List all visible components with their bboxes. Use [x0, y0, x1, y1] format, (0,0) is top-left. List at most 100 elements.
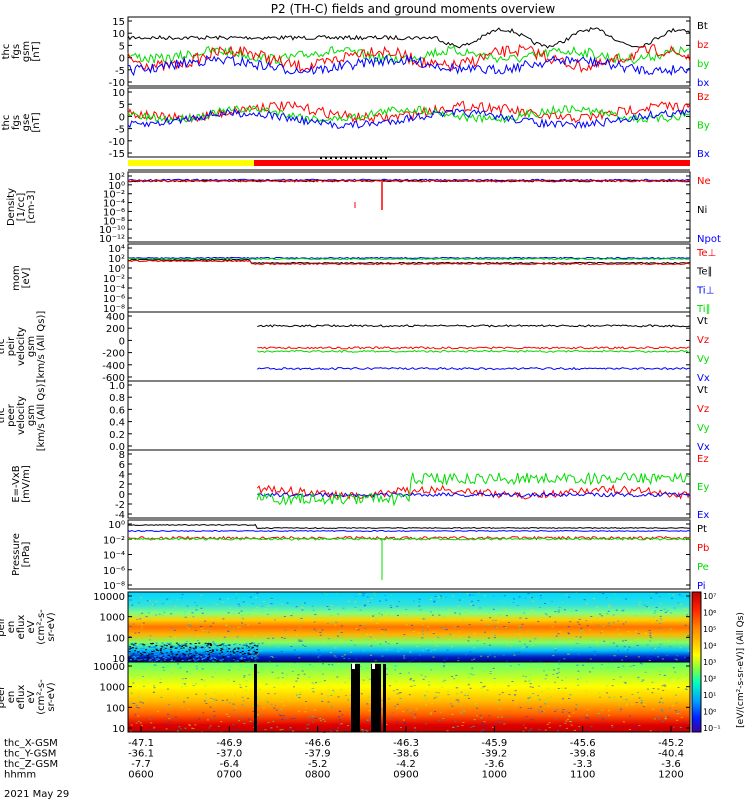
- spectrogram-pixel: [268, 660, 271, 662]
- spectrogram-pixel: [456, 725, 459, 727]
- spectrogram-pixel: [162, 657, 165, 659]
- spectrogram-pixel: [153, 660, 156, 662]
- spectrogram-pixel: [181, 686, 184, 688]
- spectrogram-pixel: [620, 708, 623, 710]
- spectrogram-pixel: [430, 596, 433, 598]
- spectrogram-pixel: [254, 635, 257, 637]
- spectrogram-pixel: [264, 608, 267, 610]
- spectrogram-pixel: [489, 673, 492, 675]
- y-tick-label: 10⁻¹⁰: [99, 225, 125, 236]
- spectrogram-pixel: [207, 631, 210, 633]
- spectrogram-pixel: [629, 605, 632, 607]
- spectrogram-pixel: [233, 649, 236, 651]
- spectrogram-pixel: [424, 618, 427, 620]
- spectrogram-pixel: [240, 664, 242, 665]
- spectrogram-pixel: [455, 654, 458, 656]
- spectrogram-pixel: [200, 594, 203, 596]
- orbit-value: 1200: [658, 770, 683, 781]
- spectrogram-pixel: [679, 726, 682, 728]
- spectrogram-pixel: [676, 677, 679, 679]
- spectrogram-pixel: [498, 708, 501, 710]
- spectrogram-pixel: [177, 649, 180, 651]
- spectrogram-pixel: [520, 627, 523, 629]
- spectrogram-pixel: [425, 723, 428, 725]
- spectrogram-pixel: [172, 659, 175, 661]
- spectrogram-pixel: [435, 645, 438, 647]
- spectrogram-pixel: [168, 655, 171, 657]
- spectrogram-pixel: [496, 639, 499, 641]
- spectrogram-pixel: [528, 679, 531, 681]
- spectrogram-pixel: [686, 614, 689, 616]
- spectrogram-pixel: [622, 665, 625, 667]
- spectrogram-pixel: [259, 672, 262, 674]
- spectrogram-pixel: [343, 657, 346, 659]
- y-tick-label: 200: [106, 324, 125, 335]
- spectrogram-pixel: [178, 656, 181, 658]
- spectrogram-pixel: [466, 593, 469, 595]
- spectrogram-pixel: [354, 611, 357, 613]
- spectrogram-pixel: [408, 685, 411, 687]
- spectrogram-pixel: [672, 594, 675, 596]
- spectrogram-pixel: [659, 688, 662, 690]
- spectrogram-pixel: [254, 658, 257, 660]
- spectrogram-pixel: [192, 616, 195, 618]
- spectrogram-pixel: [472, 674, 475, 676]
- y-axis-label: thc fgs gsm [nT]: [1, 41, 42, 62]
- spectrogram-pixel: [365, 673, 368, 675]
- y-tick-label: 10⁻⁸: [103, 304, 125, 315]
- spectrogram-pixel: [537, 640, 540, 642]
- spectrogram-pixel: [216, 660, 219, 662]
- spectrogram-pixel: [460, 712, 463, 714]
- spectrogram-pixel: [191, 660, 193, 662]
- region-marker: [370, 157, 372, 159]
- spectrogram-pixel: [240, 716, 243, 718]
- spectrogram-pixel: [613, 696, 616, 698]
- spectrogram-pixel: [470, 600, 473, 602]
- spectrogram-pixel: [141, 725, 143, 727]
- spectrogram-pixel: [139, 643, 142, 645]
- spectrogram-pixel: [305, 701, 307, 702]
- spectrogram-pixel: [505, 627, 507, 629]
- spectrogram-pixel: [174, 605, 177, 607]
- spectrogram-pixel: [205, 697, 208, 699]
- spectrogram-pixel: [201, 668, 204, 670]
- spectrogram-pixel: [189, 637, 192, 639]
- spectrogram-pixel: [568, 698, 571, 699]
- spectrogram-pixel: [170, 647, 173, 648]
- y-tick-label: 10⁻⁴: [103, 199, 125, 210]
- spectrogram-pixel: [561, 711, 564, 713]
- spectrogram-pixel: [684, 635, 687, 637]
- spectrogram-pixel: [555, 635, 558, 637]
- spectrogram-pixel: [146, 656, 149, 658]
- spectrogram-pixel: [392, 712, 395, 714]
- spectrogram-pixel: [190, 725, 193, 727]
- spectrogram-pixel: [256, 723, 259, 725]
- spectrogram-pixel: [500, 644, 503, 646]
- colorbar: 10⁷10⁶10⁵10⁴10³10²10¹10⁰10⁻¹[eV/(cm²-s-s…: [691, 591, 746, 733]
- y-tick-label: 10000: [93, 662, 125, 673]
- spectrogram-pixel: [210, 656, 213, 658]
- spectrogram-pixel: [218, 659, 221, 661]
- spectrogram-pixel: [193, 652, 196, 654]
- spectrogram-pixel: [649, 650, 652, 652]
- spectrogram-pixel: [138, 632, 140, 634]
- spectrogram-pixel: [337, 696, 340, 698]
- spectrogram-pixel: [634, 618, 637, 620]
- spectrogram-pixel: [643, 676, 646, 678]
- spectrogram-pixel: [644, 632, 647, 634]
- spectrogram-pixel: [319, 720, 322, 722]
- spectrogram-pixel: [163, 644, 166, 646]
- spectrogram-pixel: [241, 730, 244, 732]
- legend-Ez: Ez: [697, 454, 709, 465]
- spectrogram-pixel: [247, 642, 250, 644]
- spectrogram-pixel: [411, 659, 414, 661]
- spectrogram-pixel: [226, 647, 228, 649]
- spectrogram-pixel: [486, 689, 489, 691]
- spectrogram-pixel: [683, 656, 686, 658]
- spectrogram-pixel: [655, 592, 658, 594]
- spectrogram-pixel: [633, 726, 636, 727]
- spectrogram-pixel: [172, 667, 175, 669]
- spectrogram-pixel: [190, 658, 193, 660]
- spectrogram-pixel: [675, 669, 677, 671]
- spectrogram-pixel: [129, 636, 132, 637]
